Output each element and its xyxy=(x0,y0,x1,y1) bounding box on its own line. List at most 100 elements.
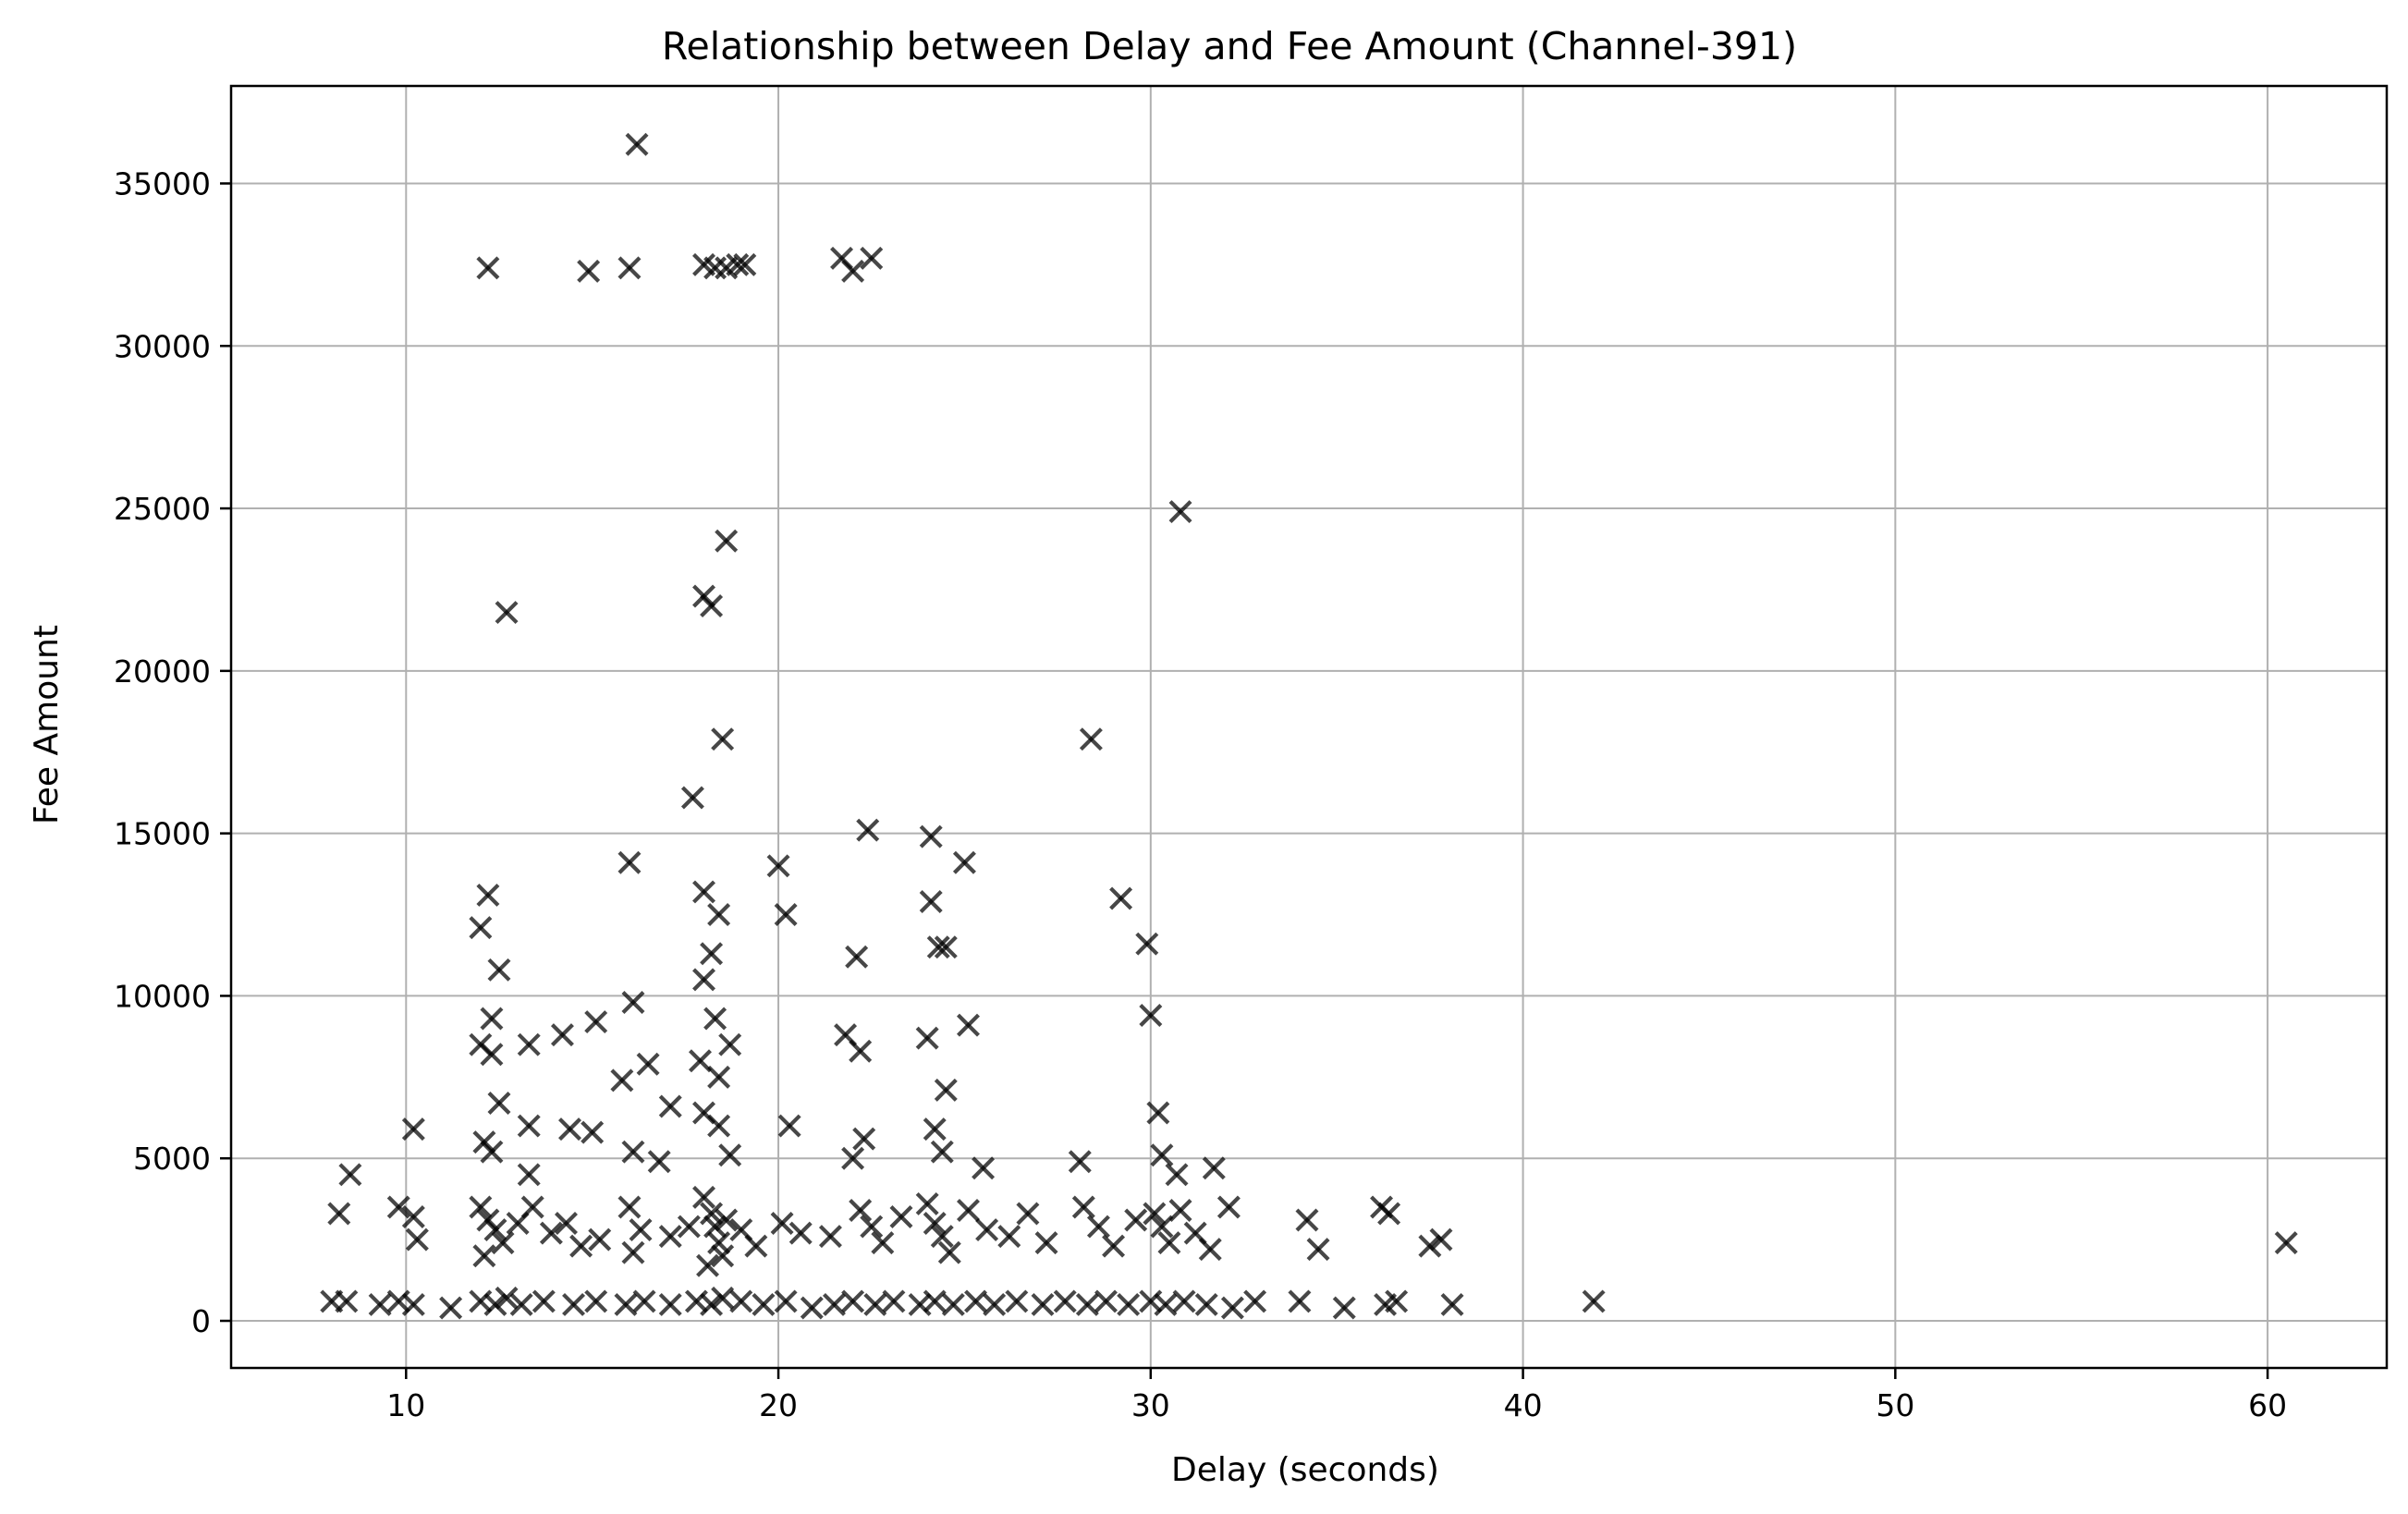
data-point xyxy=(1385,1289,1409,1313)
data-point xyxy=(1086,1215,1110,1239)
y-tick-label: 0 xyxy=(191,1303,211,1339)
data-point xyxy=(752,1292,776,1316)
data-point xyxy=(584,1010,608,1034)
data-point xyxy=(956,1013,980,1037)
data-point xyxy=(715,529,739,553)
data-point xyxy=(889,1205,913,1228)
data-point xyxy=(405,1227,429,1251)
data-point xyxy=(692,880,715,904)
data-point xyxy=(483,1292,507,1316)
data-point xyxy=(621,1240,645,1264)
data-point xyxy=(517,1163,541,1187)
y-tick-label: 10000 xyxy=(114,978,211,1014)
data-point xyxy=(509,1292,533,1316)
data-point xyxy=(487,1091,511,1115)
data-point xyxy=(1117,1292,1141,1316)
data-point xyxy=(729,1289,753,1313)
data-point xyxy=(766,854,790,878)
data-point xyxy=(688,1049,712,1073)
data-point xyxy=(1034,1231,1058,1255)
data-point xyxy=(800,1296,824,1320)
data-point xyxy=(919,824,943,849)
data-point xyxy=(658,1292,682,1316)
data-point xyxy=(1220,1296,1244,1320)
data-point xyxy=(658,1094,682,1118)
data-point xyxy=(871,1231,895,1255)
data-point xyxy=(777,1114,801,1138)
data-point xyxy=(1418,1234,1442,1258)
data-point xyxy=(550,1023,574,1047)
data-point xyxy=(923,1289,947,1313)
chart-title: Relationship between Delay and Fee Amoun… xyxy=(662,24,1797,68)
plot-frame xyxy=(229,84,2389,1370)
data-point xyxy=(1154,1292,1178,1316)
data-point xyxy=(581,1120,605,1144)
y-tick-label: 30000 xyxy=(114,328,211,364)
x-tick-label: 20 xyxy=(759,1387,798,1423)
data-point xyxy=(849,1039,873,1063)
data-point xyxy=(621,990,645,1014)
data-point xyxy=(625,132,649,156)
data-point xyxy=(1306,1238,1330,1262)
data-point xyxy=(692,968,715,992)
data-point xyxy=(860,246,884,270)
data-point xyxy=(923,1117,947,1142)
data-point xyxy=(733,252,757,276)
data-point xyxy=(588,1227,612,1251)
data-point xyxy=(610,1068,634,1093)
data-point xyxy=(1198,1238,1222,1262)
data-point xyxy=(841,1289,865,1313)
data-point xyxy=(1102,1234,1126,1258)
y-tick-label: 5000 xyxy=(133,1141,211,1177)
data-point xyxy=(469,1195,493,1219)
data-point xyxy=(1150,1143,1174,1167)
data-point xyxy=(711,1244,735,1268)
data-point xyxy=(517,1114,541,1138)
data-point xyxy=(696,1253,720,1277)
data-point xyxy=(368,1292,392,1316)
data-point xyxy=(617,850,642,874)
data-point xyxy=(700,594,724,618)
data-point xyxy=(788,1221,813,1245)
y-tick-label: 20000 xyxy=(114,653,211,690)
data-point xyxy=(1202,1156,1226,1180)
y-tick-label: 25000 xyxy=(114,491,211,527)
data-point xyxy=(558,1117,581,1142)
data-point xyxy=(863,1292,887,1316)
data-point xyxy=(1146,1101,1170,1125)
data-point xyxy=(386,1195,410,1219)
data-point xyxy=(1139,1004,1163,1028)
data-point xyxy=(972,1156,996,1180)
data-point xyxy=(562,1292,586,1316)
data-point xyxy=(495,601,519,625)
data-point xyxy=(711,727,735,751)
data-point xyxy=(926,935,950,959)
data-point xyxy=(480,1140,504,1164)
data-point xyxy=(822,1292,846,1316)
data-point xyxy=(915,1026,939,1050)
data-point xyxy=(1068,1150,1092,1174)
data-point xyxy=(923,1212,947,1236)
data-point xyxy=(841,259,865,283)
data-point xyxy=(1094,1289,1118,1313)
data-point xyxy=(952,850,976,874)
data-point xyxy=(707,903,731,927)
data-point xyxy=(852,1127,876,1151)
data-point xyxy=(517,1032,541,1056)
data-point xyxy=(1168,1198,1192,1222)
data-point xyxy=(520,1195,544,1219)
data-point xyxy=(491,1231,515,1255)
data-point xyxy=(555,1212,578,1236)
data-point xyxy=(1172,1289,1196,1313)
data-point xyxy=(480,1043,504,1067)
data-point xyxy=(1440,1292,1464,1316)
x-tick-label: 50 xyxy=(1876,1387,1914,1423)
data-point xyxy=(975,1218,999,1242)
data-point xyxy=(1071,1195,1095,1219)
data-point xyxy=(495,1286,519,1310)
y-axis-label: Fee Amount xyxy=(28,625,66,824)
data-point xyxy=(770,1212,794,1236)
data-point xyxy=(841,1146,865,1170)
data-point xyxy=(956,1198,980,1222)
